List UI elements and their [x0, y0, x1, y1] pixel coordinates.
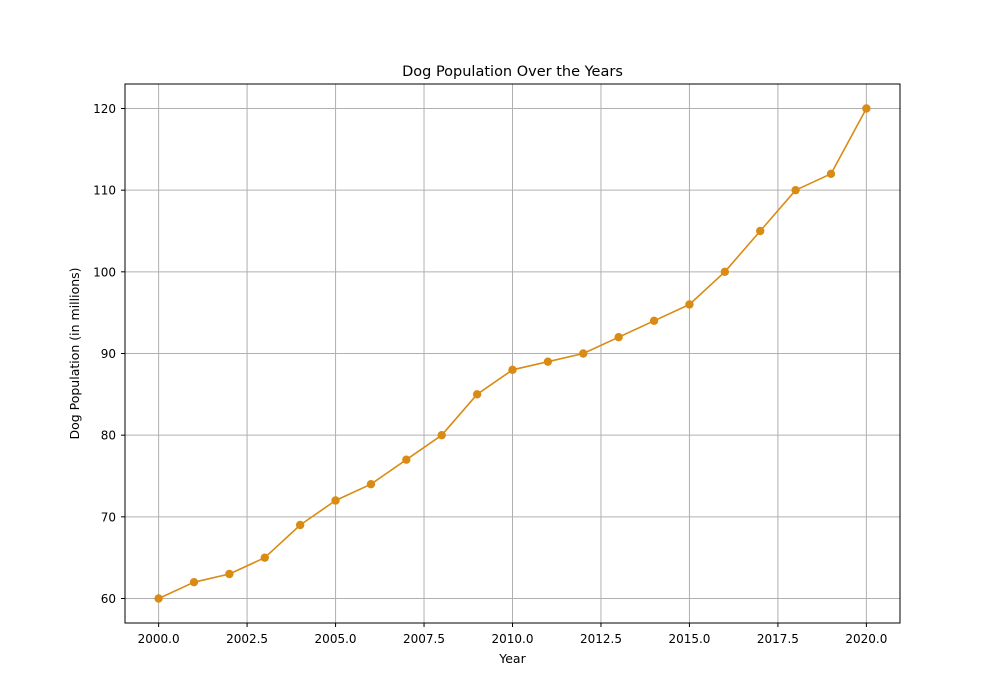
y-tick-label: 120	[93, 102, 116, 116]
data-point	[402, 455, 411, 464]
data-point	[543, 357, 553, 366]
y-tick-label: 100	[93, 265, 116, 279]
x-tick-label: 2005.0	[315, 632, 357, 646]
data-point	[366, 479, 376, 489]
data-point	[331, 496, 340, 505]
x-tick-label: 2017.5	[757, 632, 799, 646]
data-point	[154, 594, 163, 603]
data-series	[154, 104, 871, 603]
data-point	[472, 390, 482, 399]
data-point	[720, 267, 730, 277]
data-point	[826, 169, 836, 179]
data-point	[579, 349, 588, 358]
data-point	[791, 185, 800, 195]
chart-title: Dog Population Over the Years	[402, 64, 623, 80]
grid	[125, 84, 900, 623]
data-point	[756, 226, 765, 236]
x-tick-label: 2000.0	[138, 632, 180, 646]
data-point	[862, 104, 871, 113]
y-tick-label: 80	[101, 429, 116, 443]
data-point	[685, 300, 694, 309]
data-point	[295, 520, 305, 530]
data-point	[437, 430, 446, 440]
y-tick-label: 70	[101, 510, 116, 524]
x-axis-label: Year	[498, 651, 526, 666]
data-point	[225, 569, 234, 579]
data-point	[189, 577, 199, 587]
x-tick-label: 2012.5	[580, 632, 622, 646]
data-point	[260, 553, 269, 562]
y-tick-label: 60	[101, 592, 116, 606]
x-tick-label: 2010.0	[492, 632, 534, 646]
data-point	[508, 365, 517, 375]
y-tick-label: 110	[93, 184, 116, 198]
data-point	[649, 316, 659, 326]
axis-ticks: 2000.0 2002.5 2005.0 2007.5 2010.0 2012.5 2015…	[93, 102, 887, 646]
y-tick-label: 90	[101, 347, 116, 361]
data-point	[614, 332, 623, 342]
x-tick-label: 2020.0	[845, 632, 887, 646]
x-tick-label: 2002.5	[226, 632, 268, 646]
y-axis-label: Dog Population (in millions)	[67, 267, 82, 439]
x-tick-label: 2007.5	[403, 632, 445, 646]
x-tick-label: 2015.0	[668, 632, 710, 646]
